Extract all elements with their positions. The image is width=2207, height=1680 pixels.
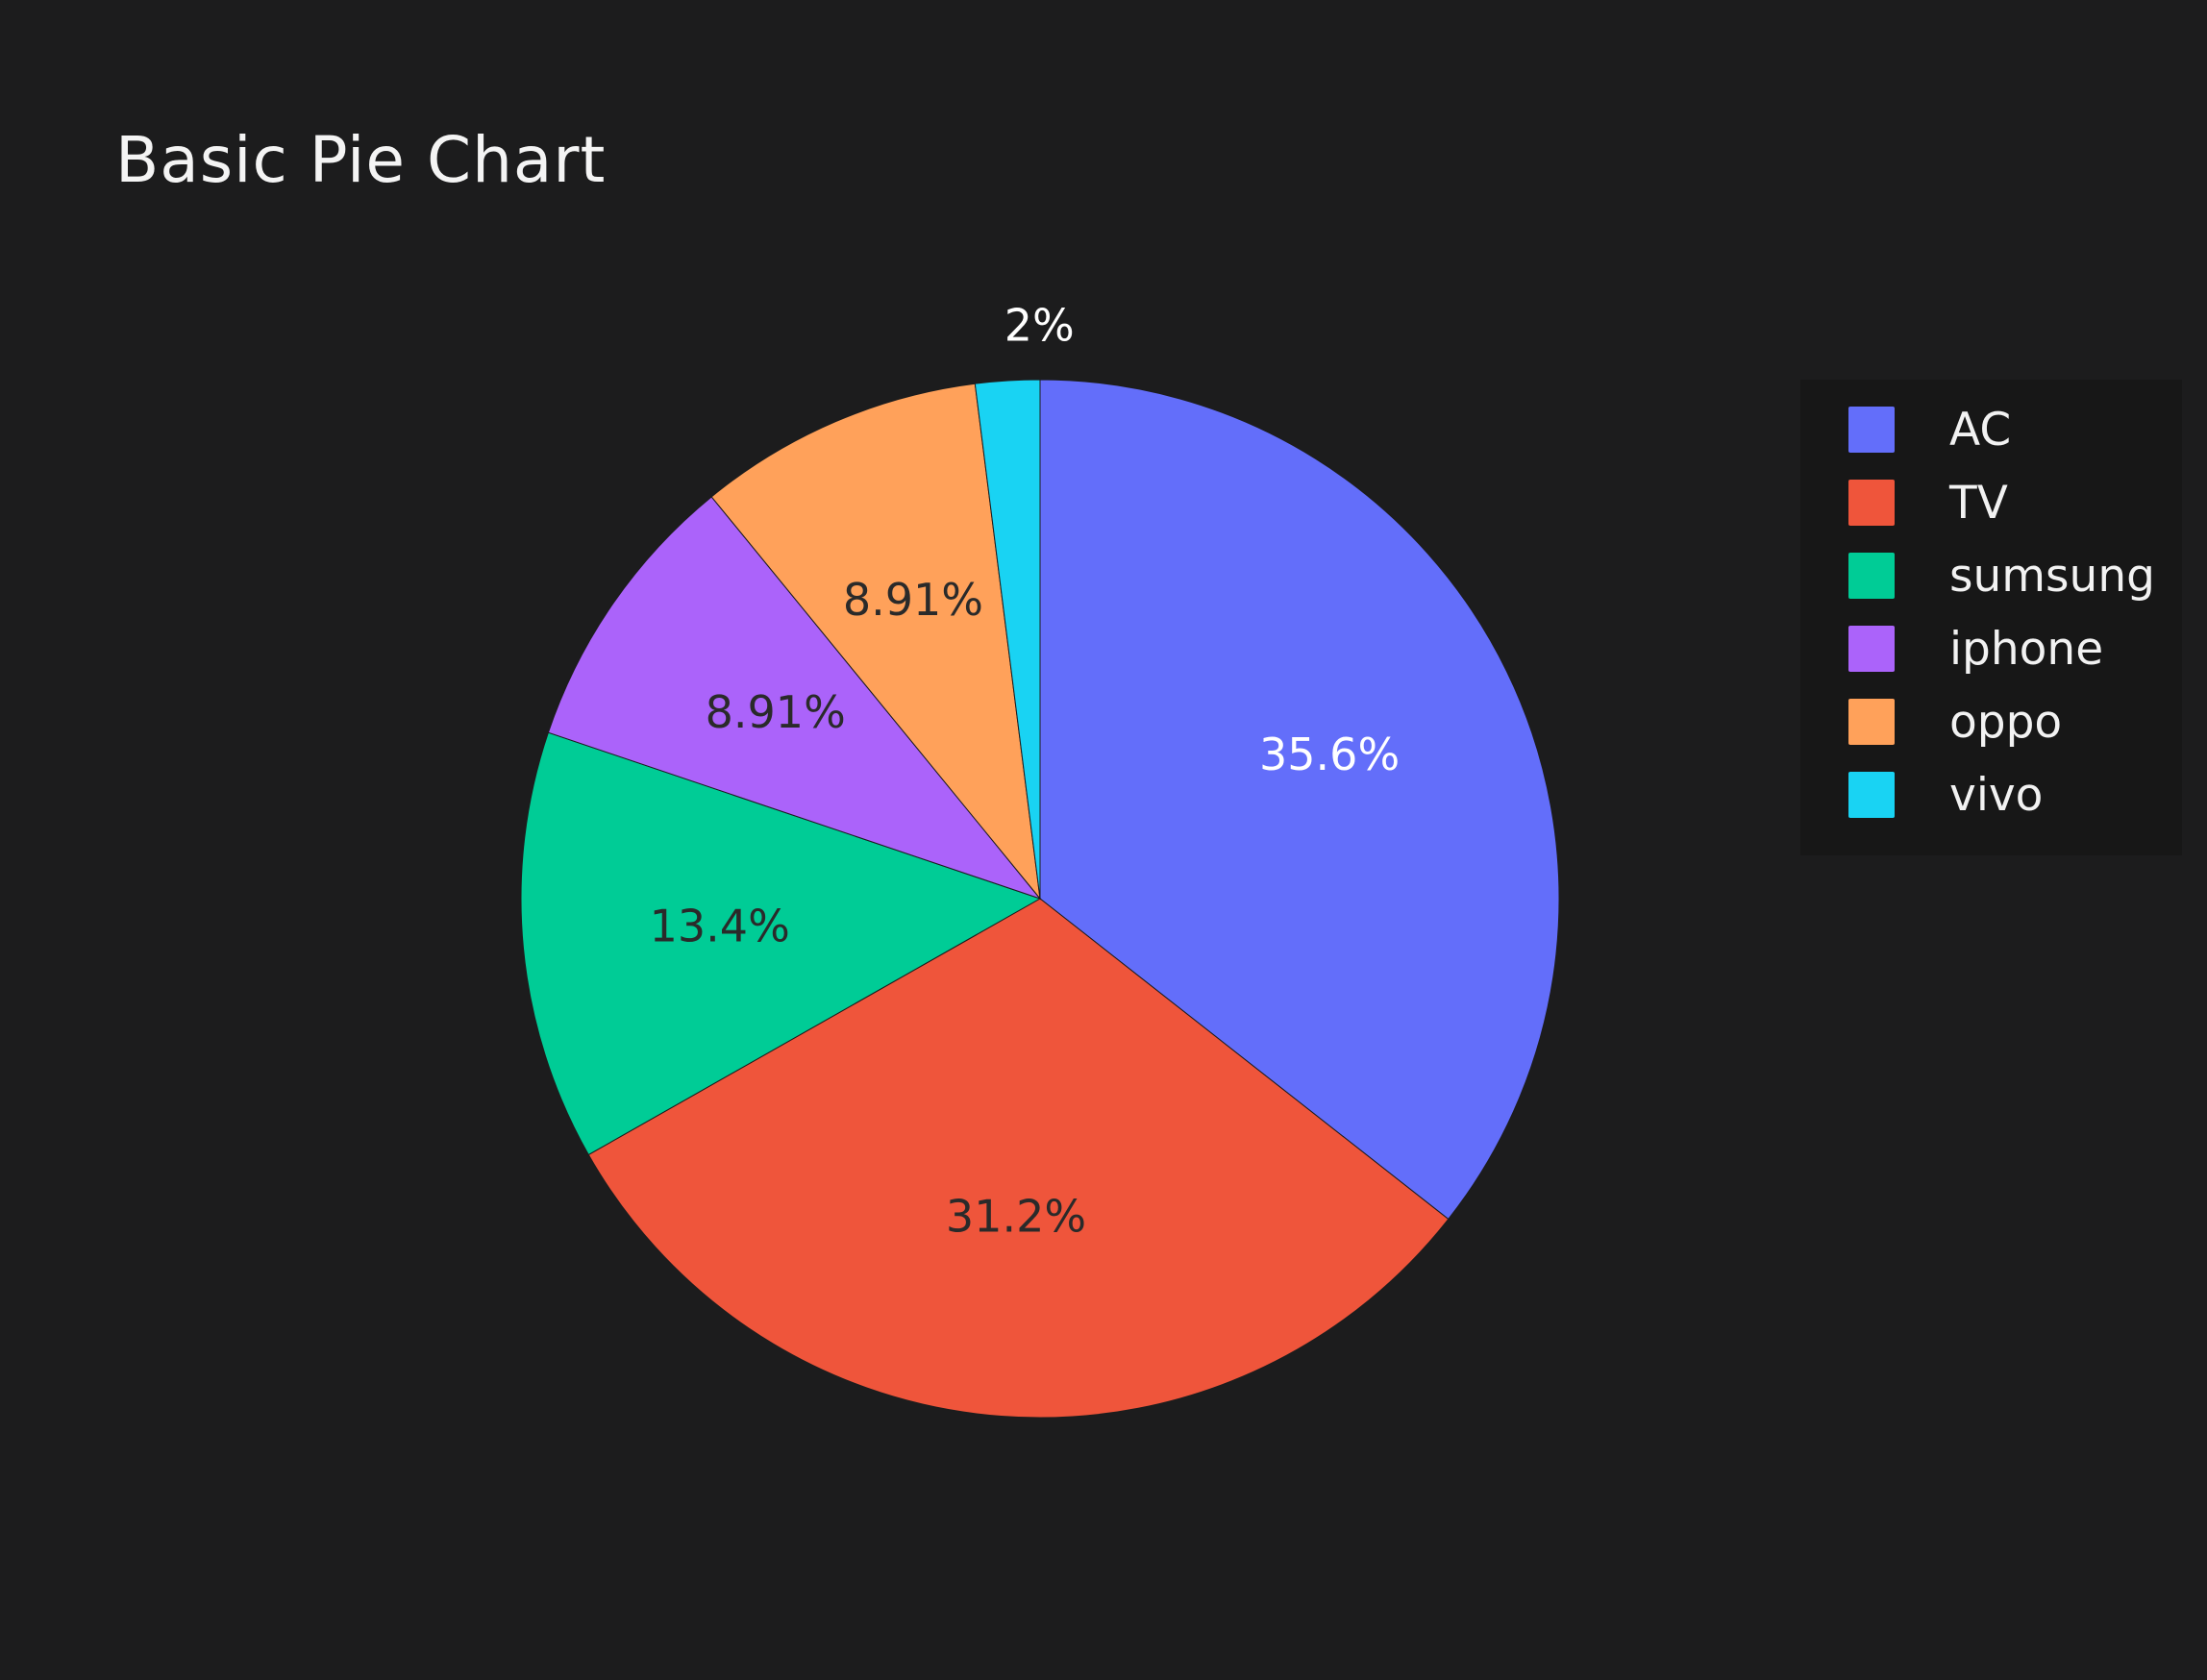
pie-slice-ac	[1039, 379, 1560, 1221]
legend: AC TV sumsung iphone oppo vivo	[1800, 380, 2182, 855]
chart-title: Basic Pie Chart	[115, 123, 607, 197]
legend-item-oppo[interactable]: oppo	[1848, 693, 2062, 751]
legend-swatch	[1848, 626, 1895, 672]
pie-slice-tv	[587, 898, 1450, 1419]
pie-slice-iphone	[547, 496, 1042, 901]
legend-label: vivo	[1949, 768, 2044, 822]
pie-label-tv: 31.2%	[946, 1190, 1086, 1242]
legend-label: sumsung	[1949, 549, 2155, 603]
pie-label-ac: 35.6%	[1259, 729, 1400, 780]
pie-label-iphone: 8.91%	[706, 686, 846, 738]
legend-label: iphone	[1949, 622, 2104, 676]
pie-slice-oppo	[710, 383, 1041, 901]
pie-slice-sumsung	[520, 731, 1042, 1156]
legend-swatch	[1848, 407, 1895, 453]
legend-item-sumsung[interactable]: sumsung	[1848, 547, 2155, 605]
pie-label-oppo: 8.91%	[843, 574, 983, 626]
pie-slice-vivo	[974, 379, 1041, 900]
legend-label: TV	[1949, 476, 2008, 530]
legend-swatch	[1848, 553, 1895, 599]
pie-label-vivo: 2%	[1004, 300, 1075, 352]
pie-label-sumsung: 13.4%	[650, 900, 790, 951]
legend-item-ac[interactable]: AC	[1848, 401, 2011, 458]
legend-item-vivo[interactable]: vivo	[1848, 766, 2043, 824]
legend-item-iphone[interactable]: iphone	[1848, 620, 2103, 678]
legend-swatch	[1848, 699, 1895, 745]
legend-label: AC	[1949, 403, 2012, 457]
legend-swatch	[1848, 772, 1895, 818]
legend-swatch	[1848, 480, 1895, 526]
legend-item-tv[interactable]: TV	[1848, 474, 2008, 531]
legend-label: oppo	[1949, 695, 2063, 749]
